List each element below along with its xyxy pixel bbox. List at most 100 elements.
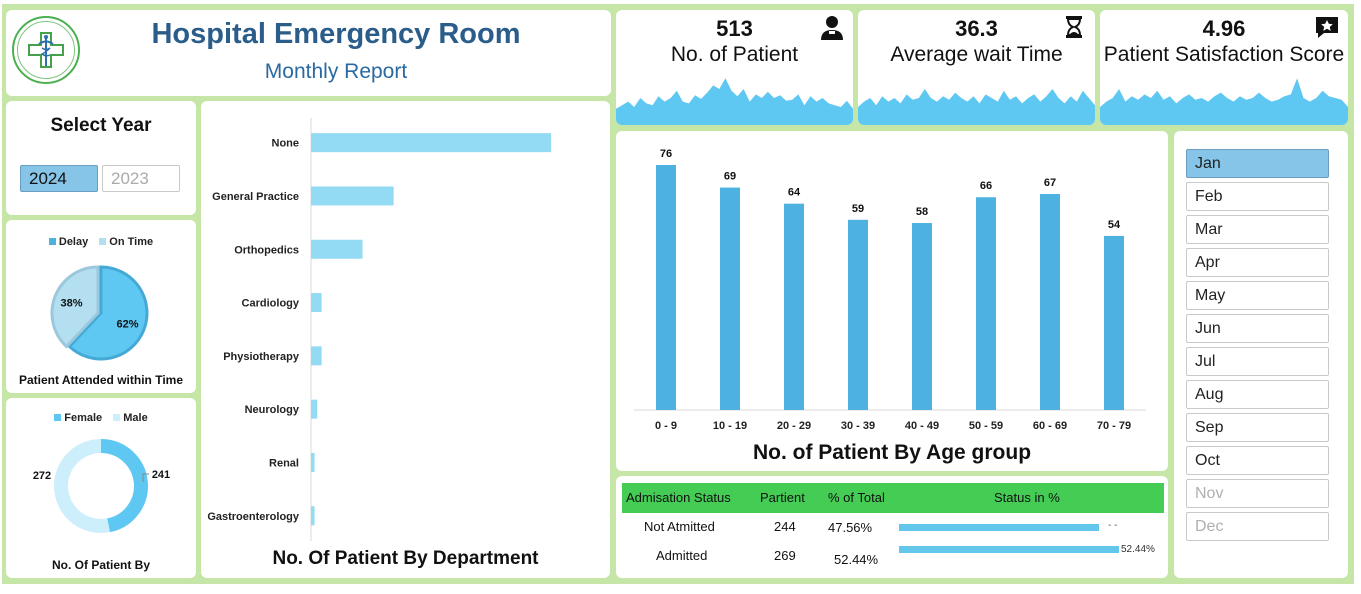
category-label: General Practice bbox=[212, 191, 299, 203]
bar-data-label: 66 bbox=[980, 180, 992, 192]
row-patients: 269 bbox=[774, 548, 796, 563]
kpi-card-wait-time: 36.3 Average wait Time bbox=[858, 10, 1095, 125]
hourglass-icon bbox=[1066, 16, 1082, 38]
month-option-dec[interactable]: Dec bbox=[1186, 512, 1329, 541]
attended-within-time-panel: Delay On Time 62% 38% Patient Attended wi… bbox=[6, 220, 196, 393]
star-icon bbox=[1316, 17, 1338, 38]
department-bar bbox=[311, 452, 315, 472]
doctor-icon bbox=[821, 16, 843, 40]
age-bar bbox=[912, 223, 932, 410]
header-patients: Partient bbox=[760, 490, 805, 505]
bar-data-label: 69 bbox=[724, 171, 736, 183]
month-option-mar[interactable]: Mar bbox=[1186, 215, 1329, 244]
row-bar-label: - - bbox=[1108, 520, 1118, 531]
category-label: Cardiology bbox=[242, 298, 300, 310]
medical-cross-icon bbox=[28, 32, 64, 68]
row-patients: 244 bbox=[774, 519, 796, 534]
month-option-nov[interactable]: Nov bbox=[1186, 479, 1329, 508]
row-status: Not Atmitted bbox=[644, 519, 715, 534]
month-option-jun[interactable]: Jun bbox=[1186, 314, 1329, 343]
sparkline-area bbox=[858, 89, 1095, 125]
category-label: 60 - 69 bbox=[1033, 420, 1067, 432]
year-option-2024[interactable]: 2024 bbox=[20, 165, 98, 192]
legend-label-on-time: On Time bbox=[109, 236, 154, 248]
legend-label-male: Male bbox=[123, 412, 148, 424]
time-pie-caption: Patient Attended within Time bbox=[18, 373, 183, 387]
time-pie-chart: 62% 38% bbox=[50, 265, 149, 361]
month-option-oct[interactable]: Oct bbox=[1186, 446, 1329, 475]
category-label: 40 - 49 bbox=[905, 420, 939, 432]
age-bar bbox=[784, 203, 804, 410]
category-label: Orthopedics bbox=[234, 244, 299, 256]
row-percent: 47.56% bbox=[828, 520, 873, 535]
department-bar bbox=[311, 506, 315, 526]
kpi-card-satisfaction: 4.96 Patient Satisfaction Score bbox=[1100, 10, 1348, 125]
month-option-feb[interactable]: Feb bbox=[1186, 182, 1329, 211]
department-bar-chart: None General Practice Orthopedics Cardiolog… bbox=[207, 118, 551, 541]
donut-legend: Female Male bbox=[6, 412, 196, 424]
category-label: 70 - 79 bbox=[1097, 420, 1131, 432]
department-bar bbox=[311, 239, 363, 259]
kpi-card-patients: 513 No. of Patient bbox=[616, 10, 853, 125]
department-bar bbox=[311, 293, 322, 313]
header-percent-total: % of Total bbox=[828, 490, 885, 505]
legend-swatch-female bbox=[54, 414, 62, 421]
header-panel: Hospital Emergency Room Monthly Report bbox=[6, 10, 611, 96]
bar-data-label: 76 bbox=[660, 148, 672, 160]
department-bar bbox=[311, 399, 318, 419]
hospital-logo bbox=[12, 16, 80, 84]
year-slicer-panel: Select Year 2024 2023 bbox=[6, 101, 196, 215]
age-chart-panel: 76 0 - 9 69 10 - 19 64 20 - 29 59 30 - 39 58 40 -… bbox=[616, 131, 1168, 471]
month-option-sep[interactable]: Sep bbox=[1186, 413, 1329, 442]
month-option-jul[interactable]: Jul bbox=[1186, 347, 1329, 376]
donut-data-label: 272 bbox=[33, 470, 51, 482]
kpi-value: 4.96 bbox=[1202, 16, 1246, 41]
pie-data-label: 38% bbox=[60, 298, 82, 310]
category-label: 0 - 9 bbox=[655, 420, 677, 432]
patients-by-gender-panel: Female Male 241 272 No. Of Patient By bbox=[6, 398, 196, 578]
page-subtitle: Monthly Report bbox=[264, 60, 408, 83]
year-option-2023[interactable]: 2023 bbox=[102, 165, 180, 192]
sparkline-area bbox=[1100, 78, 1348, 125]
donut-segment bbox=[100, 439, 148, 533]
legend-swatch-on-time bbox=[99, 238, 107, 245]
department-chart-panel: None General Practice Orthopedics Cardiolog… bbox=[201, 101, 610, 578]
kpi-label: Average wait Time bbox=[890, 43, 1063, 66]
category-label: 20 - 29 bbox=[777, 420, 811, 432]
month-option-aug[interactable]: Aug bbox=[1186, 380, 1329, 409]
row-status-bar bbox=[899, 546, 1119, 553]
month-slicer-panel: Jan Feb Mar Apr May Jun Jul Aug Sep Oct Nov Dec bbox=[1174, 131, 1348, 578]
header-status-percent: Status in % bbox=[994, 490, 1060, 505]
bar-data-label: 64 bbox=[788, 187, 801, 199]
age-bar bbox=[720, 187, 740, 410]
kpi-value: 513 bbox=[716, 16, 753, 41]
legend-label-delay: Delay bbox=[58, 236, 89, 248]
header-admission-status: Admisation Status bbox=[626, 490, 731, 505]
bar-data-label: 54 bbox=[1108, 219, 1121, 231]
category-label: Physiotherapy bbox=[223, 351, 300, 363]
kpi-sparkline bbox=[616, 78, 853, 125]
legend-swatch-delay bbox=[48, 238, 56, 245]
category-label: 30 - 39 bbox=[841, 420, 875, 432]
age-bar bbox=[976, 197, 996, 410]
kpi-label: Patient Satisfaction Score bbox=[1103, 43, 1345, 66]
bar-data-label: 58 bbox=[916, 206, 928, 218]
pie-slice bbox=[50, 265, 100, 349]
sparkline-area bbox=[616, 78, 853, 125]
month-option-jan[interactable]: Jan bbox=[1186, 149, 1329, 178]
admission-table-panel: Admisation Status Partient % of Total St… bbox=[616, 476, 1168, 578]
year-slicer-title: Select Year bbox=[50, 115, 152, 136]
legend-swatch-male bbox=[113, 414, 121, 421]
age-chart-title: No. of Patient By Age group bbox=[752, 441, 1032, 464]
kpi-label: No. of Patient bbox=[670, 43, 799, 66]
month-option-apr[interactable]: Apr bbox=[1186, 248, 1329, 277]
pie-data-label: 62% bbox=[117, 318, 139, 330]
row-status: Admitted bbox=[656, 548, 708, 563]
category-label: 10 - 19 bbox=[713, 420, 747, 432]
kpi-value: 36.3 bbox=[955, 16, 998, 41]
department-bar bbox=[311, 346, 322, 366]
month-option-may[interactable]: May bbox=[1186, 281, 1329, 310]
kpi-sparkline bbox=[858, 89, 1095, 125]
bar-data-label: 67 bbox=[1044, 177, 1056, 189]
